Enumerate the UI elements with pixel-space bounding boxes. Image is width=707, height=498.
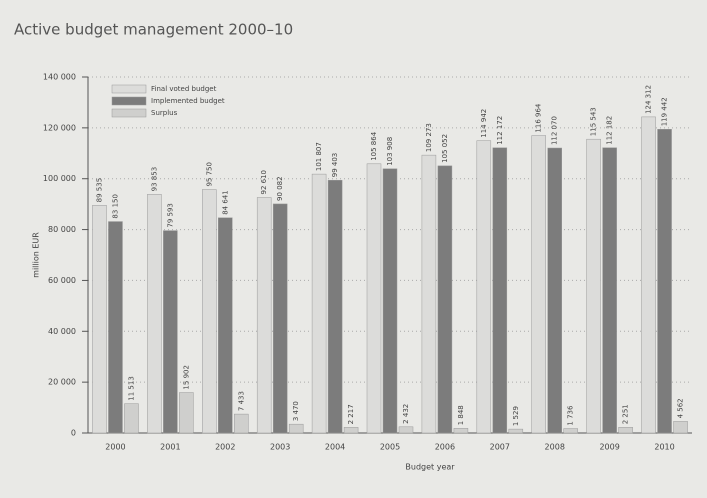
bar (344, 427, 358, 433)
value-label: 2 217 (347, 404, 355, 424)
x-tick-label: 2006 (435, 443, 455, 452)
value-label: 103 908 (386, 137, 394, 166)
bar (603, 148, 617, 433)
value-label: 95 750 (205, 162, 213, 187)
y-tick-label: 20 000 (48, 378, 76, 387)
legend-swatch (112, 85, 146, 93)
bar (454, 428, 468, 433)
bar (422, 155, 436, 433)
value-label: 79 593 (166, 203, 174, 228)
bar (218, 218, 232, 433)
bar (328, 180, 342, 433)
value-label: 2 251 (622, 404, 630, 424)
value-label: 11 513 (127, 376, 135, 401)
legend-swatch (112, 109, 146, 117)
legend-label: Implemented budget (151, 97, 225, 105)
y-tick-label: 40 000 (48, 327, 76, 336)
bar (399, 427, 413, 433)
bar (234, 414, 248, 433)
bar (202, 190, 216, 433)
x-tick-label: 2004 (325, 443, 345, 452)
bar (548, 148, 562, 433)
value-label: 15 902 (182, 365, 190, 390)
chart-title: Active budget management 2000–10 (14, 21, 293, 39)
bar (658, 129, 672, 433)
bar (674, 421, 688, 433)
bar (163, 231, 177, 433)
x-tick-label: 2008 (545, 443, 565, 452)
value-label: 109 273 (425, 123, 433, 152)
y-tick-label: 140 000 (43, 73, 76, 82)
bar (312, 174, 326, 433)
value-label: 83 150 (111, 194, 119, 219)
x-tick-label: 2009 (599, 443, 619, 452)
value-label: 99 403 (331, 153, 339, 178)
bar (179, 393, 193, 433)
x-tick-label: 2005 (380, 443, 400, 452)
x-tick-label: 2001 (160, 443, 180, 452)
bar (587, 139, 601, 433)
bar (273, 204, 287, 433)
value-label: 112 182 (606, 116, 614, 145)
value-label: 112 070 (551, 116, 559, 145)
value-label: 1 736 (567, 405, 575, 426)
value-label: 84 641 (221, 190, 229, 215)
value-label: 124 312 (645, 85, 653, 114)
bar (383, 169, 397, 433)
value-label: 101 807 (315, 142, 323, 171)
bar (289, 424, 303, 433)
x-tick-label: 2003 (270, 443, 290, 452)
value-label: 1 848 (457, 405, 465, 425)
bar (257, 198, 271, 433)
value-label: 93 853 (150, 167, 158, 192)
y-tick-label: 80 000 (48, 225, 76, 234)
chart: Active budget management 2000–10 Budget … (0, 0, 707, 498)
value-label: 7 433 (237, 391, 245, 411)
value-label: 89 535 (95, 178, 103, 203)
value-label: 105 052 (441, 134, 449, 163)
y-tick-label: 120 000 (43, 123, 76, 132)
y-tick-label: 0 (71, 429, 76, 438)
value-label: 3 470 (292, 401, 300, 421)
legend-swatch (112, 97, 146, 105)
bar (108, 222, 122, 433)
bar (493, 148, 507, 433)
value-label: 4 562 (677, 398, 685, 418)
y-tick-label: 100 000 (43, 174, 76, 183)
x-tick-label: 2002 (215, 443, 235, 452)
y-tick-label: 60 000 (48, 276, 76, 285)
value-label: 115 543 (590, 107, 598, 136)
value-label: 2 432 (402, 404, 410, 424)
value-label: 116 964 (535, 103, 543, 132)
bar (124, 404, 138, 433)
legend-label: Surplus (151, 109, 178, 117)
x-tick-label: 2007 (490, 443, 510, 452)
value-label: 90 082 (276, 176, 284, 201)
value-label: 92 610 (260, 170, 268, 195)
legend-label: Final voted budget (151, 85, 217, 93)
bar (477, 141, 491, 433)
value-label: 119 442 (661, 97, 669, 126)
value-label: 1 529 (512, 406, 520, 426)
bar (367, 164, 381, 433)
value-label: 112 172 (496, 116, 504, 145)
bar (92, 205, 106, 433)
bar (438, 166, 452, 433)
y-axis-label: million EUR (32, 232, 41, 278)
bar (564, 429, 578, 433)
x-axis-label: Budget year (405, 463, 455, 472)
value-label: 114 942 (480, 109, 488, 138)
value-label: 105 864 (370, 131, 378, 160)
bar (642, 117, 656, 433)
bar (619, 427, 633, 433)
x-tick-label: 2010 (654, 443, 674, 452)
bar (532, 136, 546, 433)
bar (509, 429, 523, 433)
x-tick-label: 2000 (105, 443, 125, 452)
bar (147, 194, 161, 433)
